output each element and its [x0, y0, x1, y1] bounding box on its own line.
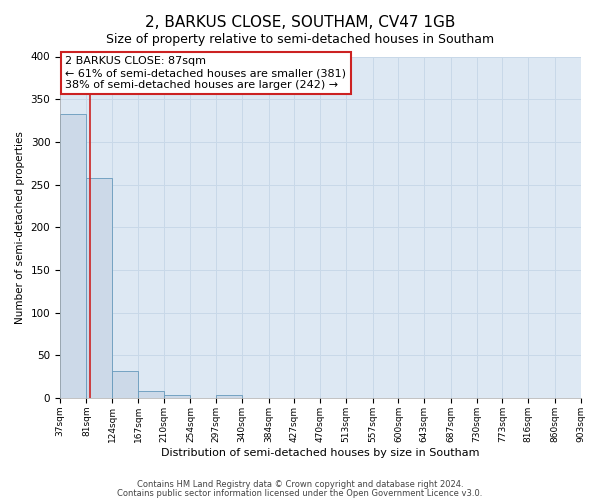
Bar [60, 114, 86, 398]
Text: 2 BARKUS CLOSE: 87sqm
← 61% of semi-detached houses are smaller (381)
38% of sem: 2 BARKUS CLOSE: 87sqm ← 61% of semi-deta… [65, 56, 346, 90]
Bar [112, 370, 138, 398]
Bar [138, 391, 164, 398]
X-axis label: Distribution of semi-detached houses by size in Southam: Distribution of semi-detached houses by … [161, 448, 479, 458]
Bar [86, 178, 112, 398]
Text: Contains public sector information licensed under the Open Government Licence v3: Contains public sector information licen… [118, 488, 482, 498]
Text: Size of property relative to semi-detached houses in Southam: Size of property relative to semi-detach… [106, 32, 494, 46]
Bar [164, 396, 190, 398]
Text: 2, BARKUS CLOSE, SOUTHAM, CV47 1GB: 2, BARKUS CLOSE, SOUTHAM, CV47 1GB [145, 15, 455, 30]
Text: Contains HM Land Registry data © Crown copyright and database right 2024.: Contains HM Land Registry data © Crown c… [137, 480, 463, 489]
Y-axis label: Number of semi-detached properties: Number of semi-detached properties [15, 131, 25, 324]
Bar [216, 396, 242, 398]
